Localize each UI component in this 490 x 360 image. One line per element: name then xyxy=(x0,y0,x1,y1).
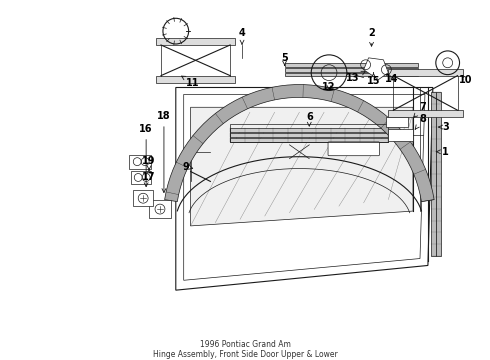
FancyBboxPatch shape xyxy=(230,138,389,142)
Text: 15: 15 xyxy=(367,73,380,86)
Text: 12: 12 xyxy=(322,81,336,91)
Polygon shape xyxy=(364,58,389,80)
Text: 10: 10 xyxy=(459,75,472,85)
Text: 13: 13 xyxy=(346,71,366,82)
FancyBboxPatch shape xyxy=(285,73,418,76)
Text: 16: 16 xyxy=(139,124,153,186)
Text: 17: 17 xyxy=(143,169,156,183)
Text: 1996 Pontiac Grand Am
Hinge Assembly, Front Side Door Upper & Lower
Diagram for : 1996 Pontiac Grand Am Hinge Assembly, Fr… xyxy=(152,339,338,360)
Text: 2: 2 xyxy=(368,28,375,46)
FancyBboxPatch shape xyxy=(156,38,235,45)
Polygon shape xyxy=(176,87,433,290)
Text: 18: 18 xyxy=(157,111,171,193)
FancyBboxPatch shape xyxy=(389,129,413,141)
Text: 8: 8 xyxy=(415,114,426,129)
Text: 11: 11 xyxy=(181,76,199,87)
FancyBboxPatch shape xyxy=(436,93,441,256)
FancyBboxPatch shape xyxy=(389,110,463,117)
Polygon shape xyxy=(165,85,434,202)
FancyBboxPatch shape xyxy=(131,171,151,184)
Text: 7: 7 xyxy=(414,102,426,117)
FancyBboxPatch shape xyxy=(133,190,153,206)
FancyBboxPatch shape xyxy=(389,69,463,76)
Text: 1: 1 xyxy=(437,147,449,157)
FancyBboxPatch shape xyxy=(156,76,235,82)
Text: 19: 19 xyxy=(143,156,156,170)
Text: 5: 5 xyxy=(281,53,288,66)
FancyBboxPatch shape xyxy=(230,133,389,137)
FancyBboxPatch shape xyxy=(431,93,436,256)
Text: 4: 4 xyxy=(239,28,245,44)
FancyBboxPatch shape xyxy=(387,117,408,127)
FancyBboxPatch shape xyxy=(285,68,418,72)
FancyBboxPatch shape xyxy=(328,142,379,156)
Text: 9: 9 xyxy=(182,162,193,172)
Text: 6: 6 xyxy=(306,112,313,126)
Text: 3: 3 xyxy=(439,122,449,132)
FancyBboxPatch shape xyxy=(285,63,418,67)
FancyBboxPatch shape xyxy=(129,155,151,168)
FancyBboxPatch shape xyxy=(230,128,389,132)
Text: 14: 14 xyxy=(385,73,398,84)
Polygon shape xyxy=(191,107,413,226)
FancyBboxPatch shape xyxy=(149,200,171,218)
